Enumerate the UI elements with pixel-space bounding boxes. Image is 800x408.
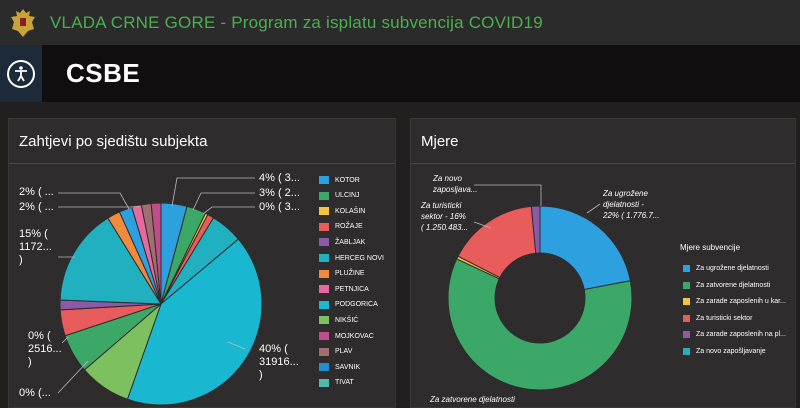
legend-item-measure-4[interactable]: Za zarade zaposlenih na pl...	[683, 331, 786, 338]
legend-item-savnik[interactable]: SAVNIK	[319, 363, 361, 372]
label-2b: 2% ( ...	[19, 201, 54, 213]
leader-line	[473, 221, 492, 229]
panel-title: Zahtjevi po sjedištu subjekta	[19, 132, 208, 150]
legend-item-measure-3[interactable]: Za turisticki sektor	[683, 314, 753, 322]
legend-title: Mjere subvencije	[680, 243, 741, 252]
app-title: VLADA CRNE GORE - Program za isplatu sub…	[50, 12, 543, 32]
label-turisticki: Za turisticki sektor - 16% ( 1.250.483..…	[421, 201, 469, 232]
label-ugrozene: Za ugrožene djelatnosti - 22% ( 1.776.7.…	[603, 189, 660, 220]
legend-item-measure-5[interactable]: Za novo zapošljavanje	[683, 347, 766, 355]
page-header: CSBE	[0, 45, 800, 102]
legend-label: Za ugrožene djelatnosti	[696, 265, 769, 272]
legend-swatch	[319, 378, 329, 387]
legend-swatch	[319, 285, 329, 294]
label-2a: 2% ( ...	[19, 186, 54, 198]
mojkovac-slice[interactable]	[150, 202, 162, 305]
leader-line	[202, 206, 255, 215]
top-bar: VLADA CRNE GORE - Program za isplatu sub…	[0, 0, 800, 45]
legend-swatch	[683, 281, 690, 289]
page-title: CSBE	[66, 58, 141, 88]
leader-line	[227, 341, 246, 350]
label-novo: Za novo zaposljava...	[433, 174, 478, 194]
leader-line	[61, 336, 69, 344]
legend-label: Za zarade zaposlenih u kar...	[696, 298, 786, 305]
montenegro-crest-icon	[11, 8, 35, 37]
legend-swatch	[683, 298, 690, 305]
leader-line	[171, 177, 255, 207]
legend-item-ulcinj[interactable]: ULCINJ	[319, 191, 360, 200]
legend-label: PODGORICA	[335, 301, 378, 309]
legend-swatch	[683, 331, 690, 338]
legend-swatch	[319, 300, 329, 309]
legend-swatch	[319, 363, 329, 372]
label-ulcinj: 3% ( 2...	[259, 187, 300, 199]
label-kolasin: 0% ( 3...	[259, 201, 300, 213]
leader-line	[57, 360, 89, 394]
accessibility-button[interactable]	[0, 45, 42, 102]
legend-label: Za zatvorene djelatnosti	[696, 281, 771, 289]
legend-label: Za turisticki sektor	[696, 314, 753, 322]
accessibility-icon	[7, 59, 35, 88]
legend-label: Za zarade zaposlenih na pl...	[696, 331, 786, 338]
legend-label: SAVNIK	[335, 363, 361, 371]
legend-label: ULCINJ	[335, 192, 360, 200]
legend-swatch	[319, 254, 329, 262]
legend-label: NIKŠIĆ	[335, 316, 359, 324]
legend-swatch	[319, 269, 329, 278]
leader-line	[58, 192, 130, 210]
legend-item-podgorica[interactable]: PODGORICA	[319, 300, 378, 309]
legend-label: TIVAT	[335, 379, 354, 387]
legend-swatch	[319, 332, 329, 340]
legend-swatch	[319, 176, 329, 184]
legend-swatch	[683, 265, 690, 272]
legend-label: ROŽAJE	[335, 223, 363, 231]
legend-item-petnjica[interactable]: PETNJICA	[319, 285, 369, 294]
legend-item-measure-2[interactable]: Za zarade zaposlenih u kar...	[683, 298, 786, 305]
leader-line	[474, 184, 542, 206]
legend-item-herceg-novi[interactable]: HERCEG NOVI	[319, 254, 384, 262]
legend-swatch	[683, 347, 690, 355]
legend-item-plav[interactable]: PLAV	[319, 347, 353, 356]
legend-swatch	[683, 314, 690, 322]
legend-label: HERCEG NOVI	[335, 254, 385, 262]
leader-line	[58, 205, 141, 208]
panel-title: Mjere	[421, 132, 459, 150]
zarade-pl-slice[interactable]	[530, 205, 541, 254]
zatvorene-slice[interactable]	[447, 258, 633, 391]
legend-item-tivat[interactable]: TIVAT	[319, 378, 354, 387]
teal-b-slice[interactable]	[59, 217, 162, 305]
legend-swatch	[319, 191, 329, 200]
legend-item-plužine[interactable]: PLUŽINE	[319, 269, 365, 278]
legend-item-measure-0[interactable]: Za ugrožene djelatnosti	[683, 265, 769, 272]
legend-label: ŽABLJAK	[335, 238, 366, 246]
legend-swatch	[319, 316, 329, 325]
legend-swatch	[319, 238, 329, 247]
label-kotor: 4% ( 3...	[259, 172, 300, 184]
legend-label: PLUŽINE	[335, 270, 365, 278]
legend-label: KOLAŠIN	[335, 207, 366, 215]
label-zatvorene: Za zatvorene djelatnosti	[430, 395, 515, 404]
leader-line	[192, 192, 255, 211]
label-15: 15% ( 1172... )	[19, 228, 52, 266]
label-0b: 0% (...	[19, 387, 51, 399]
legend-label: PETNJICA	[335, 285, 369, 293]
legend-item-measure-1[interactable]: Za zatvorene djelatnosti	[683, 281, 771, 289]
legend-item-kotor[interactable]: KOTOR	[319, 176, 360, 184]
legend-swatch	[319, 207, 329, 216]
label-40: 40% ( 31916... )	[259, 343, 299, 381]
leader-line	[586, 203, 601, 214]
legend-label: MOJKOVAC	[335, 332, 374, 340]
legend-item-žabljak[interactable]: ŽABLJAK	[319, 238, 366, 247]
legend-swatch	[319, 222, 329, 231]
legend-item-rožaje[interactable]: ROŽAJE	[319, 222, 363, 231]
legend-item-mojkovac[interactable]: MOJKOVAC	[319, 332, 374, 340]
legend-label: Za novo zapošljavanje	[696, 347, 766, 355]
label-0a: 0% ( 2516... )	[28, 330, 62, 368]
legend-swatch	[319, 347, 329, 356]
legend-item-nikšić[interactable]: NIKŠIĆ	[319, 316, 359, 325]
legend-item-kolašin[interactable]: KOLAŠIN	[319, 207, 366, 216]
legend-label: PLAV	[335, 348, 353, 356]
legend-label: KOTOR	[335, 176, 360, 184]
